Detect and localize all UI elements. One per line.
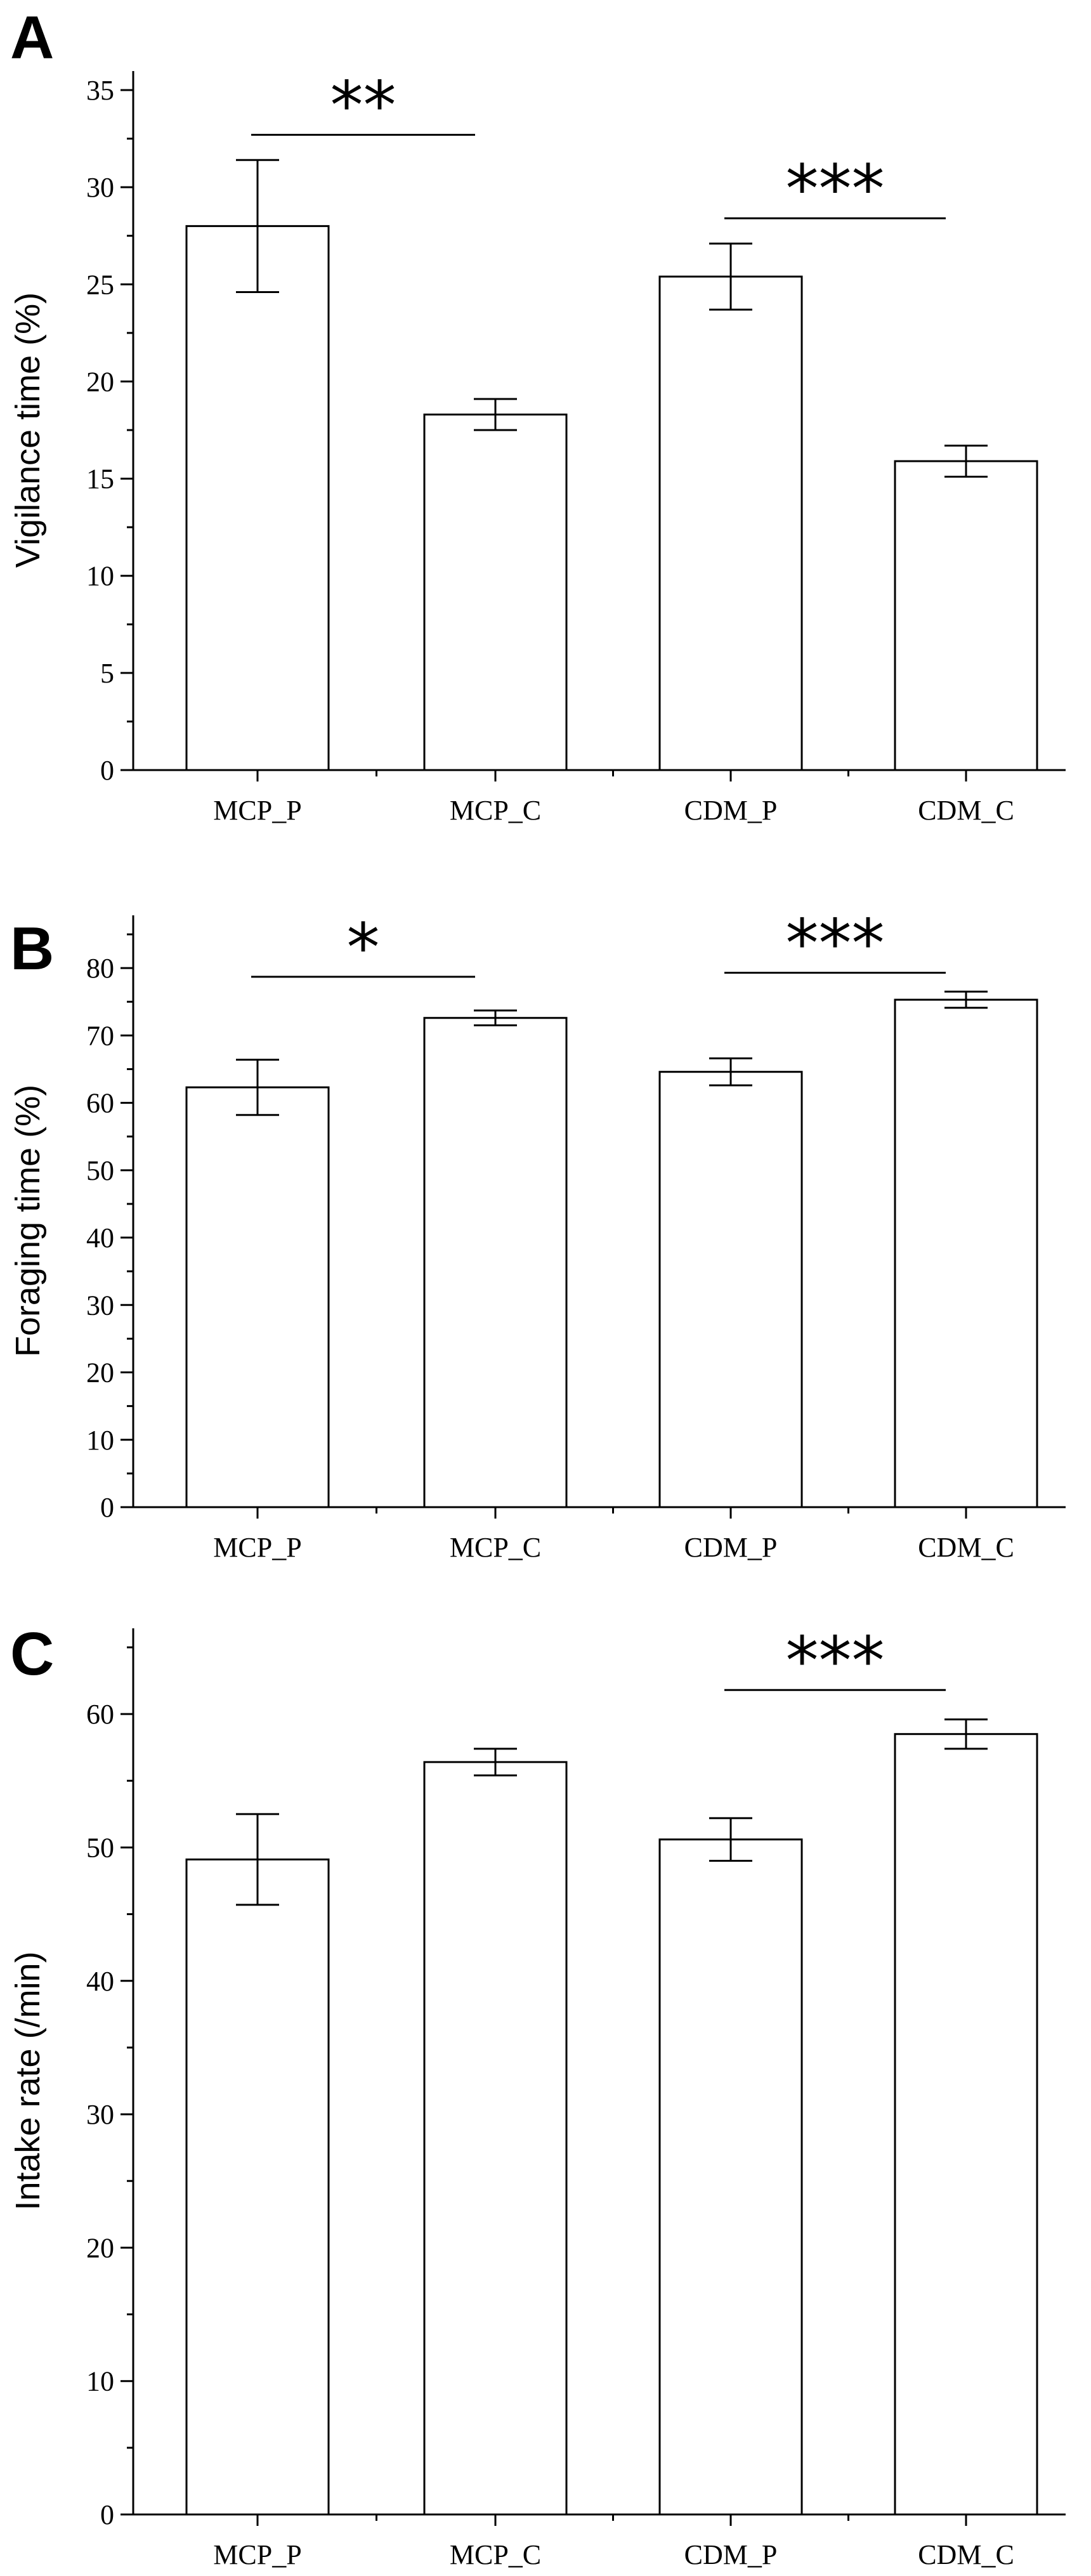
panel-a-category-label: CDM_P [684, 795, 778, 826]
panel-a-bar-mcp-p [185, 225, 330, 771]
panel-b-significance-label: * [347, 909, 380, 986]
panel-b-category-label: CDM_C [918, 1532, 1014, 1563]
panel-a-bar-mcp-c [423, 413, 568, 771]
panel-a-ytick-label: 35 [86, 75, 114, 106]
panel-a-ytick-label: 0 [100, 755, 114, 786]
panel-b-ytick-label: 70 [86, 1020, 114, 1051]
panel-a-significance-label: *** [786, 150, 885, 228]
panel-b-ytick-label: 20 [86, 1357, 114, 1389]
panel-a-category-label: CDM_C [918, 795, 1014, 826]
panel-a-ytick-label: 20 [86, 366, 114, 397]
panel-b-category-label: MCP_C [450, 1532, 541, 1563]
panel-c-category-label: MCP_P [213, 2539, 301, 2570]
panel-b-ylabel: Foraging time (%) [9, 1085, 47, 1357]
panel-b-letter: B [10, 915, 54, 983]
panel-a-bar-cdm-p [658, 275, 803, 771]
panel-c-ytick-label: 0 [100, 2499, 114, 2530]
panel-a-ytick-label: 15 [86, 464, 114, 495]
panel-c-ytick-label: 10 [86, 2366, 114, 2397]
panel-a-category-label: MCP_C [450, 795, 541, 826]
panel-a-ytick-label: 30 [86, 172, 114, 203]
panel-c-ylabel: Intake rate (/min) [9, 1951, 47, 2210]
panel-b-ytick-label: 80 [86, 953, 114, 984]
panel-c-bar-cdm-c [894, 1733, 1038, 2516]
panel-c-ytick-label: 40 [86, 1966, 114, 1997]
panel-c-category-label: CDM_C [918, 2539, 1014, 2570]
panel-b-ytick-label: 10 [86, 1425, 114, 1456]
panel-c-category-label: CDM_P [684, 2539, 778, 2570]
panel-a-category-label: MCP_P [213, 795, 301, 826]
panel-c-bar-mcp-c [423, 1761, 568, 2516]
panel-b-ytick-label: 0 [100, 1492, 114, 1523]
panel-a-letter: A [10, 4, 54, 72]
panel-b-bar-cdm-c [894, 998, 1038, 1508]
panel-a-ylabel: Vigilance time (%) [9, 292, 47, 568]
panel-c-significance-label: *** [786, 1622, 885, 1699]
panel-c-category-label: MCP_C [450, 2539, 541, 2570]
panel-a-significance-label: ** [330, 67, 396, 144]
panel-c-letter: C [10, 1620, 54, 1688]
panel-b-ytick-label: 50 [86, 1155, 114, 1186]
panel-b-category-label: MCP_P [213, 1532, 301, 1563]
panel-b-ytick-label: 30 [86, 1290, 114, 1321]
panel-b-ytick-label: 40 [86, 1222, 114, 1253]
panel-b-category-label: CDM_P [684, 1532, 778, 1563]
panel-a-ytick-label: 25 [86, 269, 114, 300]
panel-a-bar-cdm-c [894, 460, 1038, 771]
panel-c-ytick-label: 50 [86, 1832, 114, 1863]
panel-b-ytick-label: 60 [86, 1088, 114, 1119]
panel-c-bar-cdm-p [658, 1838, 803, 2516]
panel-b-bar-cdm-p [658, 1071, 803, 1508]
panel-c-bar-mcp-p [185, 1858, 330, 2516]
panel-b-bar-mcp-p [185, 1086, 330, 1508]
panel-c-ytick-label: 30 [86, 2099, 114, 2130]
panel-c-ytick-label: 20 [86, 2232, 114, 2263]
panel-b-significance-label: *** [786, 905, 885, 983]
panel-c-ytick-label: 60 [86, 1699, 114, 1730]
panel-a-ytick-label: 10 [86, 561, 114, 592]
panel-a-ytick-label: 5 [100, 658, 114, 689]
panel-b-bar-mcp-c [423, 1017, 568, 1508]
